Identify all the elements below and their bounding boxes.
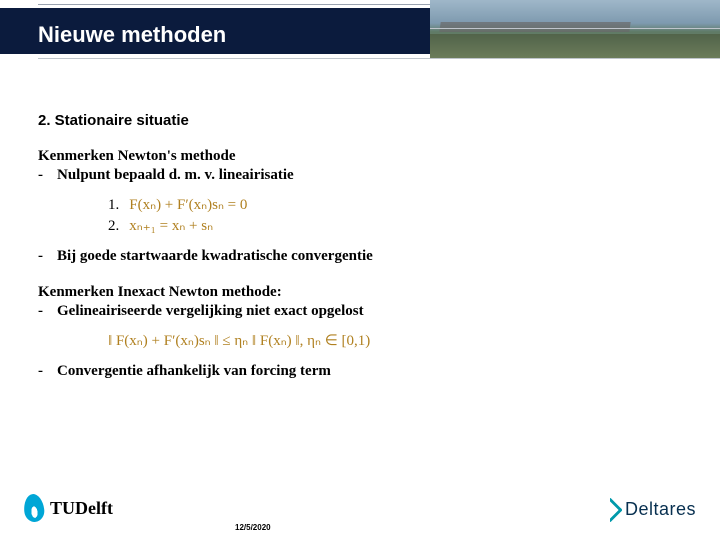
bullet-text: Convergentie afhankelijk van forcing ter… (57, 362, 331, 381)
bullet-text: Nulpunt bepaald d. m. v. lineairisatie (57, 166, 294, 185)
formula-block-1: 1. F(xₙ) + F′(xₙ)sₙ = 0 2. xₙ₊₁ = xₙ + s… (108, 195, 696, 235)
section-heading: 2. Stationaire situatie (38, 112, 696, 129)
header-rule (430, 28, 720, 29)
bullet-text: Bij goede startwaarde kwadratische conve… (57, 247, 373, 266)
formula-block-2: ‖ F(xₙ) + F′(xₙ)sₙ ‖ ≤ ηₙ ‖ F(xₙ) ‖, ηₙ … (108, 331, 696, 350)
bullet-dash: - (38, 302, 43, 321)
formula-text: F(xₙ) + F′(xₙ)sₙ = 0 (129, 195, 247, 214)
header-rule (38, 4, 430, 5)
tudelft-logo-text: TUDelft (50, 498, 113, 519)
formula-text: xₙ₊₁ = xₙ + sₙ (129, 216, 213, 235)
slide-title: Nieuwe methoden (38, 22, 226, 48)
bullet-dash: - (38, 247, 43, 266)
header-rule (38, 58, 720, 59)
slide-footer: TUDelft 12/5/2020 Deltares (0, 478, 720, 540)
bullet-dash: - (38, 166, 43, 185)
bullet-dash: - (38, 362, 43, 381)
bullet-text: Gelineairiseerde vergelijking niet exact… (57, 302, 364, 321)
formula-line: 2. xₙ₊₁ = xₙ + sₙ (108, 216, 696, 235)
slide-header: Nieuwe methoden (0, 0, 720, 62)
slide-content: 2. Stationaire situatie Kenmerken Newton… (38, 112, 696, 381)
deltares-mark-icon (597, 497, 622, 522)
intro-text-1: Kenmerken Newton's methode (38, 147, 696, 166)
intro-text-2: Kenmerken Inexact Newton methode: (38, 283, 696, 302)
header-photo (430, 0, 720, 58)
bullet-item: - Convergentie afhankelijk van forcing t… (38, 362, 696, 381)
bullet-item: - Nulpunt bepaald d. m. v. lineairisatie (38, 166, 696, 185)
formula-line: 1. F(xₙ) + F′(xₙ)sₙ = 0 (108, 195, 696, 214)
formula-number: 2. (108, 218, 119, 235)
bullet-item: - Gelineairiseerde vergelijking niet exa… (38, 302, 696, 321)
deltares-logo: Deltares (601, 499, 696, 520)
formula-line: ‖ F(xₙ) + F′(xₙ)sₙ ‖ ≤ ηₙ ‖ F(xₙ) ‖, ηₙ … (108, 331, 696, 350)
deltares-logo-text: Deltares (625, 499, 696, 520)
tudelft-logo: TUDelft (24, 494, 113, 522)
formula-number: 1. (108, 197, 119, 214)
tudelft-flame-icon (23, 493, 46, 523)
bullet-item: - Bij goede startwaarde kwadratische con… (38, 247, 696, 266)
formula-text: ‖ F(xₙ) + F′(xₙ)sₙ ‖ ≤ ηₙ ‖ F(xₙ) ‖, ηₙ … (108, 331, 370, 350)
footer-date: 12/5/2020 (235, 523, 271, 532)
header-title-bar: Nieuwe methoden (0, 8, 430, 54)
